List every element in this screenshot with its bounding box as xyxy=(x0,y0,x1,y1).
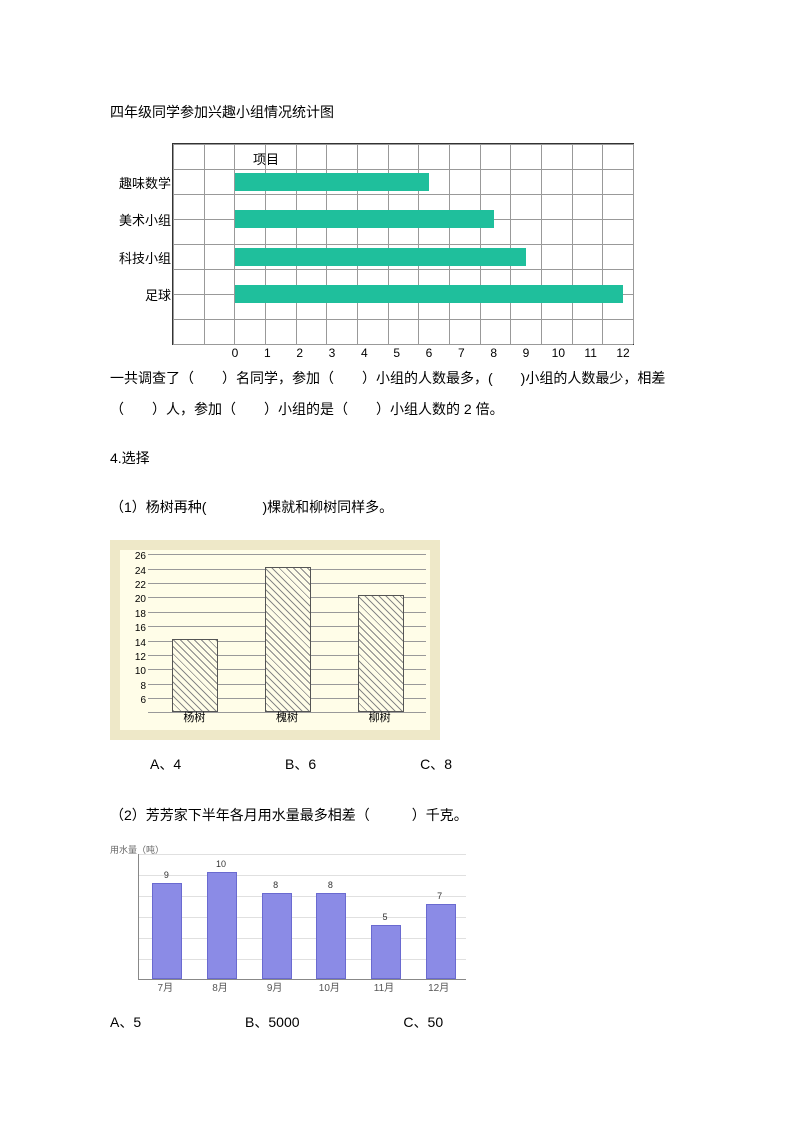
chart3-category: 12月 xyxy=(419,980,459,998)
chart3-value: 8 xyxy=(316,877,344,893)
chart2-ytick: 26 xyxy=(124,548,146,566)
option-c: C、8 xyxy=(420,756,502,772)
chart1-bar xyxy=(235,285,623,303)
chart2: 68101214161820222426杨树槐树柳树 xyxy=(110,540,440,740)
chart3: 用水量（吨） 9108857 7月8月9月10月11月12月 xyxy=(110,848,470,998)
fill-question: 一共调查了（ ）名同学，参加（ ）小组的人数最多，( )小组的人数最少，相差（ … xyxy=(110,363,683,425)
chart3-value: 10 xyxy=(207,856,235,872)
chart1-xtick: 4 xyxy=(354,343,374,365)
chart2-bar xyxy=(265,567,311,713)
chart2-category: 杨树 xyxy=(172,709,216,729)
chart1-category: 足球 xyxy=(111,284,171,307)
chart2-category: 槐树 xyxy=(265,709,309,729)
chart1-xtick: 9 xyxy=(516,343,536,365)
q4-2-text: （2）芳芳家下半年各月用水量最多相差（ ）千克。 xyxy=(110,800,683,831)
option-b: B、5000 xyxy=(245,1014,350,1030)
chart1-xtick: 7 xyxy=(451,343,471,365)
chart3-category: 7月 xyxy=(145,980,185,998)
option-a: A、4 xyxy=(150,756,231,772)
chart3-category: 9月 xyxy=(255,980,295,998)
q4-1-text: （1）杨树再种( )棵就和柳树同样多。 xyxy=(110,492,683,523)
chart1-xtick: 0 xyxy=(225,343,245,365)
chart1-xtick: 2 xyxy=(290,343,310,365)
chart1-category: 趣味数学 xyxy=(111,172,171,195)
chart3-category: 10月 xyxy=(309,980,349,998)
chart1-xtick: 11 xyxy=(581,343,601,365)
chart1-ylabel: 项目 xyxy=(253,148,279,171)
chart3-bar xyxy=(152,883,182,980)
chart1-xtick: 6 xyxy=(419,343,439,365)
chart3-bar xyxy=(316,893,346,979)
chart3-bar xyxy=(262,893,292,979)
chart2-bar xyxy=(358,595,404,712)
chart1-bar xyxy=(235,210,494,228)
option-c: C、50 xyxy=(403,1014,493,1030)
chart1-category: 科技小组 xyxy=(111,247,171,270)
chart3-bar xyxy=(426,904,456,980)
chart3-category: 11月 xyxy=(364,980,404,998)
chart1-xtick: 10 xyxy=(548,343,568,365)
chart2-category: 柳树 xyxy=(358,709,402,729)
chart2-bar xyxy=(172,639,218,713)
q4-heading: 4.选择 xyxy=(110,443,683,474)
chart3-value: 9 xyxy=(152,867,180,883)
chart1-xtick: 8 xyxy=(484,343,504,365)
chart1-bar xyxy=(235,248,526,266)
option-b: B、6 xyxy=(285,756,366,772)
chart1-category: 美术小组 xyxy=(111,209,171,232)
chart3-bar xyxy=(207,872,237,979)
chart3-category: 8月 xyxy=(200,980,240,998)
chart1-xtick: 5 xyxy=(387,343,407,365)
chart3-value: 8 xyxy=(262,877,290,893)
chart1-xtick: 12 xyxy=(613,343,633,365)
option-a: A、5 xyxy=(110,1014,191,1030)
chart3-value: 7 xyxy=(426,888,454,904)
chart3-bar xyxy=(371,925,401,980)
chart3-value: 5 xyxy=(371,909,399,925)
chart1: 项目 趣味数学美术小组科技小组足球0123456789101112 xyxy=(172,143,634,345)
chart1-xtick: 1 xyxy=(257,343,277,365)
chart1-bar xyxy=(235,173,429,191)
q4-2-options: A、5 B、5000 C、50 xyxy=(110,1010,683,1035)
q4-1-options: A、4 B、6 C、8 xyxy=(150,752,683,777)
chart1-xtick: 3 xyxy=(322,343,342,365)
chart1-title: 四年级同学参加兴趣小组情况统计图 xyxy=(110,100,683,125)
